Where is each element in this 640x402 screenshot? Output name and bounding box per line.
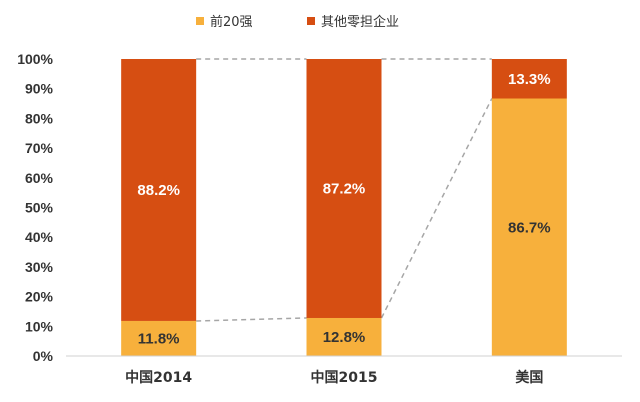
- y-tick-label: 50%: [25, 200, 54, 216]
- data-label: 87.2%: [323, 180, 366, 197]
- connector-lines: [196, 58, 493, 322]
- connector-line: [196, 317, 307, 322]
- y-tick-label: 60%: [25, 170, 54, 186]
- bar-segment: [491, 98, 567, 356]
- data-label: 11.8%: [138, 330, 180, 347]
- data-label: 12.8%: [323, 329, 366, 346]
- legend-swatch-top20: [196, 17, 204, 25]
- legend-label-top20: 前20强: [210, 14, 253, 30]
- y-axis: 0% 10% 20% 30% 40% 50% 60% 70% 80% 90% 100%: [17, 51, 53, 364]
- legend: 前20强 其他零担企业: [196, 14, 399, 30]
- y-tick-label: 0%: [33, 348, 54, 364]
- y-tick-label: 30%: [25, 259, 54, 275]
- y-tick-label: 80%: [25, 110, 54, 126]
- legend-swatch-other-ltl: [307, 17, 315, 25]
- x-tick-label: 美国: [515, 369, 543, 386]
- data-label: 13.3%: [508, 71, 551, 88]
- y-tick-label: 100%: [17, 51, 53, 67]
- y-tick-label: 90%: [25, 81, 54, 97]
- x-tick-label: 中国2015: [311, 369, 378, 386]
- bar-segment: [306, 317, 382, 356]
- y-tick-label: 70%: [25, 140, 54, 156]
- bar-segment: [491, 59, 567, 99]
- x-axis: 中国2014 中国2015 美国: [125, 369, 543, 386]
- data-labels: 11.8% 88.2% 12.8% 87.2% 86.7% 13.3%: [137, 71, 550, 348]
- data-label: 86.7%: [508, 219, 551, 236]
- x-tick-label: 中国2014: [125, 369, 192, 386]
- connector-line: [380, 98, 493, 319]
- bar-segment: [306, 59, 382, 318]
- bar-segment: [121, 59, 197, 321]
- y-tick-label: 40%: [25, 229, 54, 245]
- y-tick-label: 10%: [25, 318, 54, 334]
- legend-label-other-ltl: 其他零担企业: [321, 14, 399, 30]
- data-label: 88.2%: [137, 182, 180, 199]
- bar-segment: [121, 320, 197, 356]
- y-tick-label: 20%: [25, 289, 54, 305]
- bars: [121, 59, 567, 356]
